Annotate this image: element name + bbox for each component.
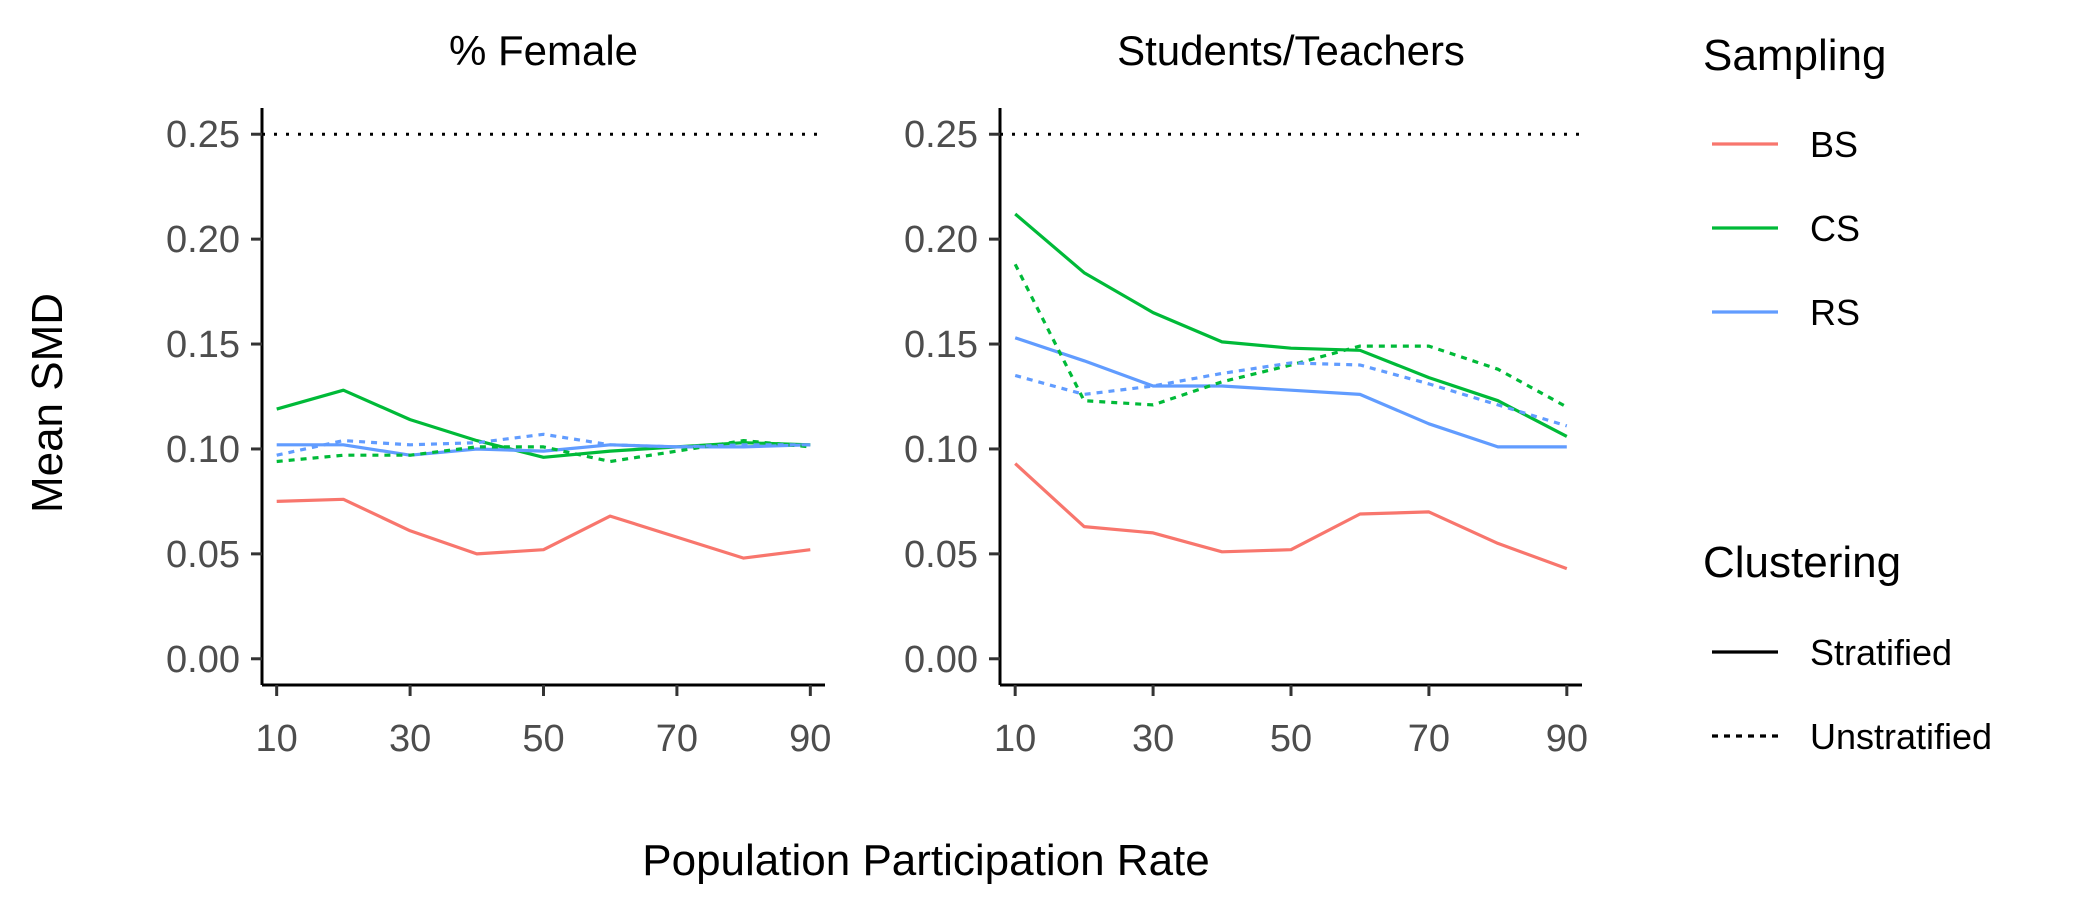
y-tick-label: 0.05 <box>904 534 978 576</box>
legend: Sampling BS CS RS Clustering Stratified Unstra… <box>1703 31 1992 757</box>
panel-title: % Female <box>449 27 638 74</box>
panel-1: % Female 0.00 0.05 0.10 0.15 0.20 0.25 10 30 50 70… <box>166 27 831 760</box>
series-line-rs-stratified <box>1014 336 1567 449</box>
series-line-cs-stratified <box>1014 212 1568 438</box>
x-tick-label: 30 <box>1132 718 1174 760</box>
y-axis-title: Mean SMD <box>23 293 72 513</box>
y-tick-label: 0.05 <box>166 534 240 576</box>
y-tick-label: 0.10 <box>166 429 240 471</box>
y-tick-label: 0.25 <box>166 114 240 156</box>
x-tick-label: 30 <box>389 718 431 760</box>
y-tick-label: 0.10 <box>904 429 978 471</box>
series-line-bs-stratified <box>1014 462 1568 571</box>
x-tick-label: 70 <box>656 718 698 760</box>
panel-title: Students/Teachers <box>1117 27 1465 74</box>
legend-label: BS <box>1810 124 1858 165</box>
y-tick-label: 0.00 <box>904 639 978 681</box>
series-line-rs-unstratified <box>276 432 811 457</box>
x-tick-label: 50 <box>522 718 564 760</box>
x-axis-title: Population Participation Rate <box>642 836 1209 885</box>
legend-label: CS <box>1810 208 1860 249</box>
legend-label: RS <box>1810 292 1860 333</box>
panel-2: Students/Teachers 0.00 0.05 0.10 0.15 0.20 0.2… <box>904 27 1588 760</box>
x-tick-label: 50 <box>1270 718 1312 760</box>
legend-group-2: Clustering Stratified Unstratified <box>1703 538 1992 757</box>
y-tick-label: 0.20 <box>166 219 240 261</box>
series-line-rs-unstratified <box>1014 361 1568 428</box>
x-tick-label: 90 <box>1546 718 1588 760</box>
legend-title: Sampling <box>1703 31 1886 80</box>
legend-label: Stratified <box>1810 632 1952 673</box>
series-line-cs-unstratified <box>1013 263 1568 409</box>
y-tick-label: 0.00 <box>166 639 240 681</box>
legend-group-1: Sampling BS CS RS <box>1703 31 1886 333</box>
x-tick-label: 70 <box>1408 718 1450 760</box>
series-line-bs-stratified <box>276 497 811 560</box>
x-tick-label: 10 <box>994 718 1036 760</box>
y-tick-label: 0.15 <box>904 324 978 366</box>
panels-layer: % Female 0.00 0.05 0.10 0.15 0.20 0.25 10 30 50 70… <box>166 27 1588 760</box>
x-tick-label: 90 <box>789 718 831 760</box>
y-tick-label: 0.25 <box>904 114 978 156</box>
x-tick-label: 10 <box>256 718 298 760</box>
legend-label: Unstratified <box>1810 716 1992 757</box>
legend-title: Clustering <box>1703 538 1901 587</box>
y-tick-label: 0.15 <box>166 324 240 366</box>
y-tick-label: 0.20 <box>904 219 978 261</box>
